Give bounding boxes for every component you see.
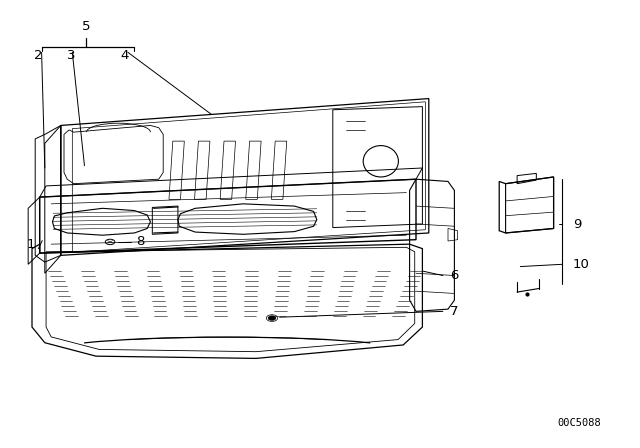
- Text: 6: 6: [450, 269, 459, 282]
- Text: 9: 9: [573, 217, 581, 231]
- Text: 1: 1: [26, 237, 35, 251]
- Text: 5: 5: [82, 20, 91, 33]
- Text: 3: 3: [67, 48, 76, 62]
- Text: 7: 7: [450, 305, 459, 318]
- Text: 2: 2: [34, 48, 43, 62]
- Ellipse shape: [268, 316, 276, 320]
- Text: 00C5088: 00C5088: [558, 418, 602, 428]
- Text: 4: 4: [120, 48, 129, 62]
- Text: 10: 10: [573, 258, 589, 271]
- Text: 8: 8: [136, 235, 145, 249]
